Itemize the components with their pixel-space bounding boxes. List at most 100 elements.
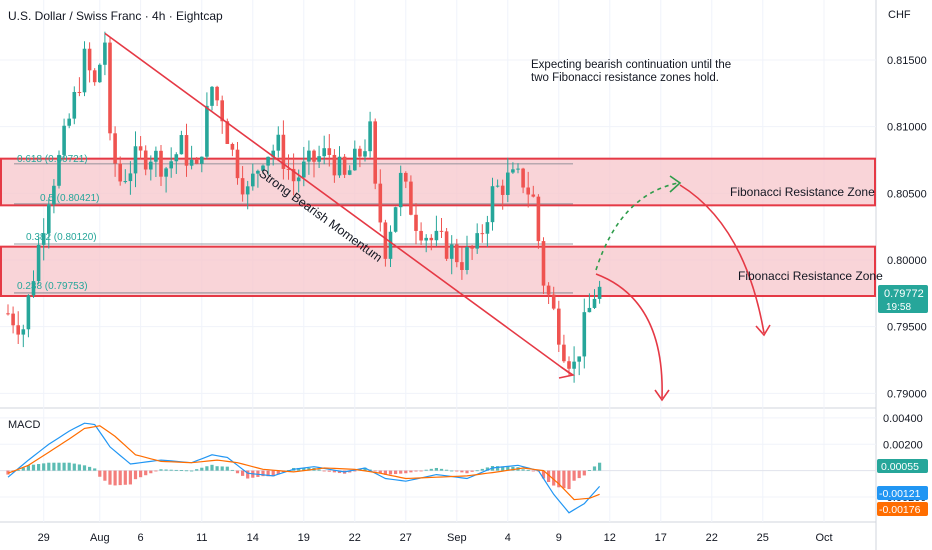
macd-histogram-bar [26,465,30,471]
macd-histogram-bar [93,468,97,471]
macd-histogram-bar [139,470,143,478]
candle-body [490,186,495,223]
macd-histogram-bar [480,468,484,471]
projection-down-2-arrowhead [755,324,771,337]
time-tick-label: 11 [196,532,207,544]
macd-histogram-bar [526,469,530,471]
time-tick-label: 9 [556,532,562,544]
macd-histogram-bar [276,470,280,475]
time-tick-label: 14 [247,532,259,544]
candle-body [164,168,168,177]
macd-histogram-bar [394,470,398,475]
resistance-zone-2 [0,245,876,298]
candle-body [281,134,286,169]
candle-body [557,308,561,345]
macd-histogram-bar [113,470,117,486]
candle-body [409,181,413,215]
macd-histogram-bar [445,469,449,471]
macd-badge-histogram-value: 0.00055 [881,461,919,473]
macd-histogram-bar [297,467,301,471]
candle-body [322,148,326,157]
macd-histogram-bar [419,470,423,472]
macd-histogram-bar [230,469,234,471]
candle-body [393,207,398,232]
candle-body [261,165,265,171]
candle-body [347,170,352,175]
candle-body [404,172,408,182]
candle-body [480,233,485,235]
time-tick-label: 19 [298,532,310,544]
candles [6,31,602,383]
macd-histogram-bar [31,464,36,471]
candle-body [307,150,311,162]
candle-body [92,70,97,83]
macd-histogram-bar [128,470,132,485]
macd-histogram-bar [531,470,535,472]
zone-label-lower: Fibonacci Resistance Zone [738,269,883,283]
candle-body [210,86,214,106]
resistance-zones [0,157,876,298]
macd-histogram-bar [587,470,591,471]
candle-body [240,178,245,195]
projection-up-dashed [595,182,679,271]
candle-body [460,262,464,270]
candle-body [500,185,505,195]
zone-label-upper: Fibonacci Resistance Zone [730,185,875,199]
macd-histogram-bar [322,470,326,472]
macd-histogram-bar [429,468,433,471]
trend-line [104,32,573,376]
macd-tick-label: 0.00200 [883,439,923,451]
candle-body [82,48,87,93]
candle-body [363,151,367,157]
time-tick-label: 29 [38,532,50,544]
fib-label-618: 0.618 (0.80721) [17,154,88,165]
macd-histogram-bar [506,466,510,471]
macd-histogram-bar [195,469,199,471]
time-tick-label: 4 [505,532,511,544]
macd-histogram-bar [455,470,459,472]
candle-body [506,172,510,195]
candle-body [276,134,281,151]
candle-body [368,121,372,152]
macd-histogram-bar [103,470,107,481]
macd-histogram-bar [42,463,46,471]
candle-body [439,230,444,232]
candle-body [577,356,581,362]
macd-histogram-bar [327,470,331,472]
macd-histogram-bar [108,470,112,485]
candle-body [143,150,148,170]
time-tick-label: Oct [815,532,832,544]
macd-histogram-bar [169,469,173,471]
candle-body [215,86,219,101]
macd-histogram-bar [465,470,469,474]
candle-body [327,148,332,155]
candle-body [271,150,275,157]
candle-body [77,91,82,93]
candle-body [16,325,20,335]
macd-histogram-bar [225,466,229,471]
candle-body [551,294,556,309]
candle-body [251,173,255,187]
price-tick-label: 0.81500 [887,55,927,67]
currency-label: CHF [888,9,911,21]
candle-body [26,295,31,330]
macd-histogram-bar [149,470,153,474]
macd-histogram-bar [21,467,25,471]
fib-label-238: 0.238 (0.79753) [17,281,88,292]
macd-histogram-bar [164,469,168,471]
time-tick-label: 27 [400,532,412,544]
macd-histogram-bar [235,470,240,474]
last-price-countdown: 19:58 [886,302,911,313]
candle-body [567,361,571,369]
candle-body [235,149,240,179]
signal-line [7,425,600,501]
candle-body [286,168,291,170]
time-tick-label: 22 [706,532,718,544]
candle-body [485,222,490,234]
macd-histogram-bar [98,470,102,477]
candle-body [266,156,270,166]
projection-up-arrowhead [669,175,682,193]
macd-histogram-bar [174,469,178,471]
candle-body [434,230,439,241]
